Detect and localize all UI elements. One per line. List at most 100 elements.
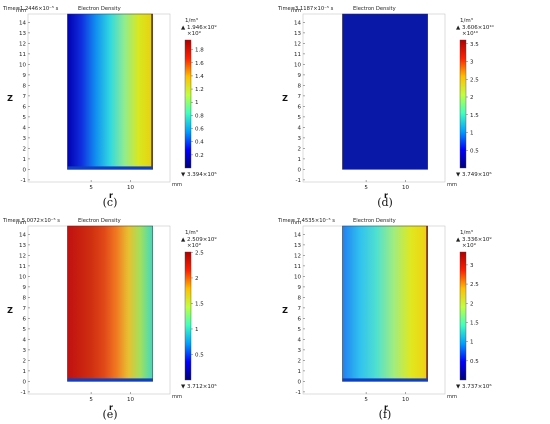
x-tick-label: 10: [127, 397, 134, 403]
y-tick-label: 12: [19, 41, 26, 47]
y-tick-label: 14: [19, 232, 26, 238]
y-unit: mm: [16, 220, 26, 226]
y-unit: mm: [291, 8, 301, 14]
y-tick-label: 13: [294, 243, 301, 249]
colorbar-tick-label: 0.8: [195, 113, 204, 119]
y-tick-label: 0: [23, 379, 27, 385]
y-tick-label: 14: [294, 20, 301, 26]
y-tick-label: 5: [298, 327, 302, 333]
x-tick-label: 5: [89, 185, 93, 191]
y-tick-label: 3: [298, 136, 302, 142]
time-label: Time= 7.4535×10⁻⁵ s: [277, 218, 335, 224]
heatmap-svg: Time=3.1187×10⁻⁵ s Electron Density-10123…: [277, 6, 495, 209]
heatmap-outline: [342, 13, 428, 170]
colorbar-tick-label: 0.2: [195, 153, 204, 159]
panel-f: Time= 7.4535×10⁻⁵ s Electron Density -1 0 1 2…: [275, 212, 550, 424]
colorbar: [184, 251, 192, 381]
x-axis-label: r: [109, 191, 113, 200]
panel-label: (c): [103, 196, 118, 209]
x-unit: mm: [172, 182, 182, 188]
y-tick-label: 3: [298, 348, 302, 354]
x-tick-label: 10: [402, 185, 409, 191]
y-tick-label: 13: [19, 31, 26, 37]
heatmap-field: [342, 226, 428, 382]
x-tick-label: 5: [364, 397, 368, 403]
y-tick-label: 2: [23, 358, 27, 364]
y-tick-label: 6: [298, 316, 302, 322]
y-tick-label: 4: [298, 337, 302, 343]
y-tick-label: 2: [298, 146, 302, 152]
colorbar-tick-label: 1.5: [195, 301, 204, 307]
x-unit: mm: [447, 394, 457, 400]
y-tick-label: 0: [298, 379, 302, 385]
colorbar-tick-label: 0.5: [195, 352, 204, 358]
heatmap-outline: [67, 13, 153, 170]
y-tick-label: -1: [21, 178, 26, 184]
y-tick-label: 3: [23, 136, 27, 142]
x-tick-label: 5: [364, 185, 368, 191]
colorbar-tick-label: 0.5: [470, 359, 479, 365]
y-axis-label: Z: [282, 306, 288, 315]
y-tick-label: 10: [19, 62, 26, 68]
y-tick-label: 4: [23, 337, 27, 343]
panel-label: (f): [379, 408, 392, 421]
colorbar: [459, 251, 467, 381]
y-tick-label: 11: [294, 264, 301, 270]
colorbar-tick-label: 1.2: [195, 87, 204, 93]
x-tick-label: 5: [89, 397, 93, 403]
chart-title: Electron Density: [78, 6, 121, 12]
y-axis-label: Z: [7, 94, 13, 103]
colorbar-max-label: ▲ 3.606×10¹⁰: [456, 24, 495, 31]
y-tick-label: 4: [298, 125, 302, 131]
heatmap-field: [67, 226, 153, 382]
colorbar-tick-label: 1.4: [195, 74, 204, 80]
colorbar-multiplier: ×10⁹: [187, 30, 201, 37]
colorbar-min-label: ▼ 3.737×10⁶: [456, 383, 492, 390]
y-tick-label: 6: [23, 316, 27, 322]
panel-c: Time=1.2446×10⁻⁵ s Electron Density -1 0 1 2 3…: [0, 0, 275, 212]
y-tick-label: 10: [294, 62, 301, 68]
heatmap-bottom-band: [67, 378, 153, 382]
y-tick-label: 0: [298, 167, 302, 173]
colorbar-tick-label: 2.5: [195, 250, 204, 256]
y-axis-label: Z: [7, 306, 13, 315]
heatmap-svg: Time=1.2446×10⁻⁵ s Electron Density -1 0 12 3…: [2, 6, 217, 209]
time-label: Time=3.1187×10⁻⁵ s: [277, 6, 334, 12]
y-tick-label: -1: [296, 390, 301, 396]
colorbar-tick-label: 1.5: [470, 320, 479, 326]
y-tick-label: 0: [23, 167, 27, 173]
y-tick-label: 6: [298, 104, 302, 110]
colorbar-tick-label: 1: [470, 131, 474, 137]
heatmap-right-edge: [151, 14, 153, 170]
panel-d: Time=3.1187×10⁻⁵ s Electron Density -1 0 1 2 3…: [275, 0, 550, 212]
y-tick-label: 13: [294, 31, 301, 37]
colorbar-min-label: ▼ 3.712×10⁶: [181, 383, 217, 390]
x-tick-label: 10: [402, 397, 409, 403]
y-tick-label: 12: [19, 253, 26, 259]
y-tick-label: 1: [23, 157, 27, 163]
y-tick-label: 14: [19, 20, 26, 26]
colorbar-tick-label: 1: [195, 100, 199, 106]
chart-title: Electron Density: [353, 218, 396, 224]
colorbar-tick-label: 0.5: [470, 148, 479, 154]
chart-title: Electron Density: [353, 6, 396, 12]
y-tick-label: 11: [19, 264, 26, 270]
y-tick-label: -1: [21, 390, 26, 396]
y-tick-label: 7: [23, 306, 27, 312]
chart-title: Electron Density: [78, 218, 121, 224]
colorbar-multiplier: ×10¹⁰: [462, 30, 479, 37]
y-tick-label: 11: [19, 52, 26, 58]
y-tick-label: 9: [23, 285, 27, 291]
time-label: Time= 5.0072×10⁻⁵ s: [2, 218, 60, 224]
colorbar-tick-label: 1: [470, 340, 474, 346]
y-tick-label: 1: [23, 369, 27, 375]
y-tick-label: 5: [298, 115, 302, 121]
colorbar-multiplier: ×10⁹: [462, 242, 476, 249]
heatmap-outline: [67, 225, 153, 382]
y-tick-label: 14: [294, 232, 301, 238]
y-axis-label: Z: [282, 94, 288, 103]
time-label: Time=1.2446×10⁻⁵ s: [2, 6, 59, 12]
y-tick-label: 5: [23, 327, 27, 333]
heatmap-field: [342, 14, 428, 170]
y-tick-label: 10: [294, 274, 301, 280]
